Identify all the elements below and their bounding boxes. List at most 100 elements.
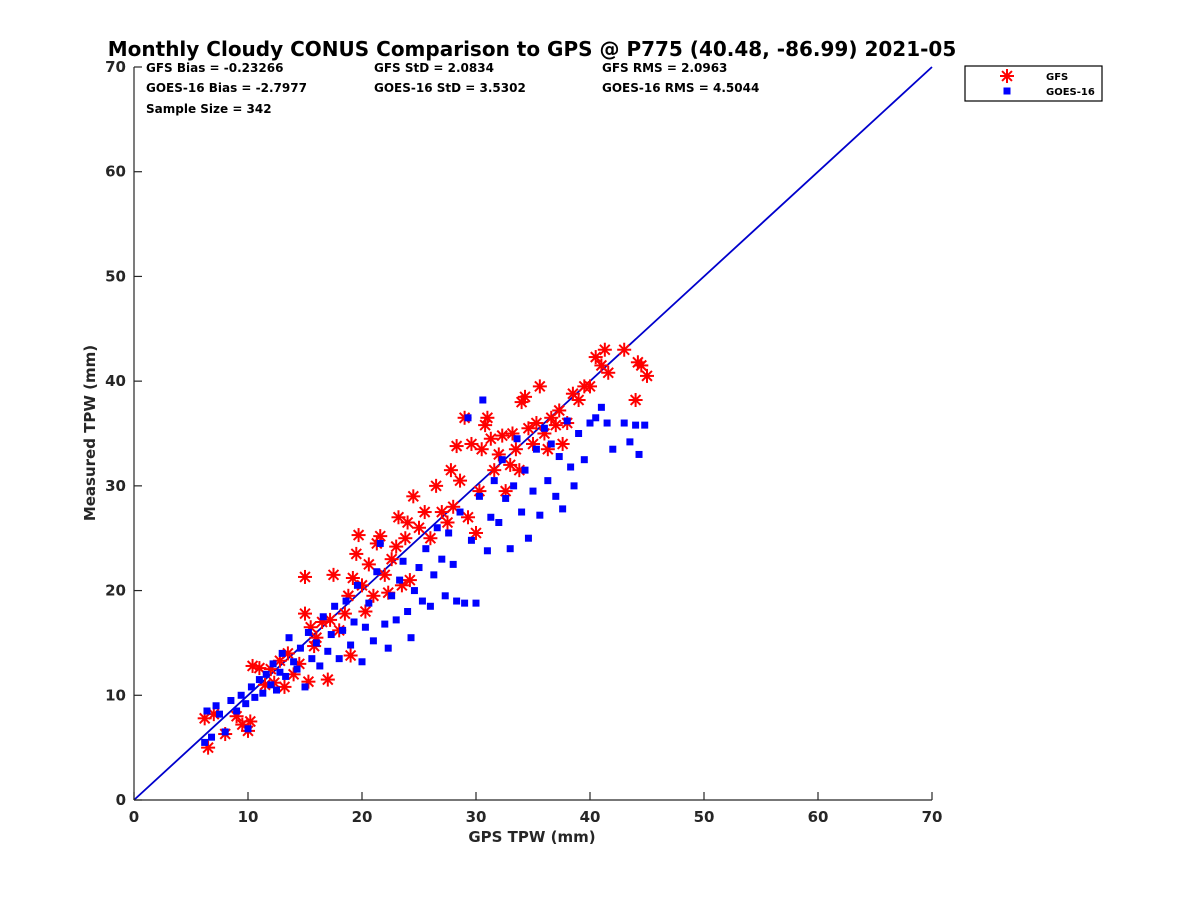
gfs-point [434, 505, 449, 520]
goes16-point [285, 634, 293, 642]
gfs-point [358, 604, 373, 619]
gfs-point [461, 510, 476, 525]
gfs-point [532, 379, 547, 394]
goes16-point [237, 691, 245, 699]
stat-text: GOES-16 RMS = 4.5044 [602, 81, 759, 95]
gfs-point [417, 505, 432, 520]
goes16-point [216, 710, 223, 718]
goes16-point [518, 508, 526, 516]
goes16-point [339, 626, 347, 634]
goes16-point [227, 697, 235, 705]
goes16-point [524, 534, 532, 542]
goes16-point [269, 660, 277, 668]
gfs-point [597, 342, 612, 357]
goes16-point [626, 438, 634, 446]
legend-gfs-label: GFS [1046, 72, 1068, 83]
gfs-point [508, 442, 523, 457]
gfs-point [423, 531, 438, 546]
goes16-point [347, 641, 355, 649]
stat-text: Sample Size = 342 [146, 102, 272, 116]
gfs-point [337, 606, 352, 621]
goes16-point [212, 702, 220, 710]
gfs-point [298, 606, 312, 621]
goes16-point [201, 738, 209, 746]
goes16-point [335, 655, 343, 663]
goes16-point [342, 597, 350, 605]
goes16-point [331, 602, 339, 610]
goes16-point [267, 681, 275, 689]
goes16-point [282, 672, 290, 680]
goes16-point [445, 529, 453, 537]
goes16-point [358, 658, 366, 666]
ticks-layer: 0 10 20 30 40 50 60 70 0 10 20 30 40 50 60 70 [105, 58, 942, 826]
gfs-point [252, 661, 267, 676]
goes16-point [308, 655, 316, 663]
goes16-point [361, 623, 369, 631]
y-axis-label: Measured TPW (mm) [81, 345, 99, 521]
gfs-point [326, 567, 341, 582]
y-tick-label: 30 [105, 477, 126, 495]
gfs-point [529, 416, 544, 431]
x-tick-label: 0 [129, 808, 139, 826]
goes16-point [373, 568, 381, 576]
goes16-point [290, 658, 298, 666]
goes16-point [312, 639, 320, 647]
gfs-point [483, 431, 498, 446]
goes16-point [506, 545, 514, 553]
goes16-point [430, 571, 438, 579]
gfs-point [453, 473, 468, 488]
goes16-point [490, 477, 498, 485]
goes16-point [592, 414, 600, 422]
goes16-point [376, 539, 384, 547]
goes16-point [384, 644, 392, 652]
goes16-point [433, 524, 441, 532]
goes16-point [301, 683, 309, 691]
goes16-point [278, 649, 286, 657]
goes16-point [316, 662, 324, 670]
goes16-point [472, 599, 480, 607]
gfs-point [487, 463, 502, 478]
gfs-point [469, 525, 483, 540]
gfs-point [552, 403, 567, 418]
legend-goes16-label: GOES-16 [1046, 87, 1095, 98]
gfs-point [398, 531, 413, 546]
x-tick-label: 30 [466, 808, 487, 826]
gfs-point [583, 379, 597, 394]
goes16-point [296, 644, 304, 652]
goes16-point [242, 700, 250, 708]
goes16-point [570, 482, 578, 490]
goes16-point [609, 445, 617, 453]
gfs-point [245, 658, 260, 673]
goes16-point [544, 477, 552, 485]
goes16-point [396, 576, 404, 584]
goes16-point [418, 597, 426, 605]
gfs-point [474, 442, 489, 457]
gfs-point [320, 672, 335, 687]
x-tick-label: 10 [238, 808, 259, 826]
goes16-point [293, 665, 301, 673]
y-tick-label: 50 [105, 267, 126, 285]
gfs-point [521, 421, 536, 436]
gfs-point [440, 515, 455, 530]
gfs-point [389, 539, 404, 554]
goes16-point [369, 637, 377, 645]
goes16-point [456, 508, 464, 516]
x-tick-label: 40 [580, 808, 601, 826]
goes16-point [399, 557, 407, 565]
gfs-point [351, 528, 366, 543]
goes16-point [563, 417, 571, 425]
legend-items: GFS GOES-16 [1000, 69, 1095, 98]
goes16-point [203, 707, 211, 715]
gfs-point [495, 428, 510, 443]
goes16-point [540, 424, 548, 432]
goes16-point [575, 430, 583, 437]
gfs-point [443, 463, 458, 478]
goes16-point [559, 505, 567, 513]
goes16-point [632, 421, 640, 429]
goes16-point [453, 597, 461, 605]
gfs-point [412, 520, 426, 535]
goes16-point [438, 555, 446, 563]
gfs-point [345, 571, 360, 586]
gfs-point [384, 552, 399, 567]
